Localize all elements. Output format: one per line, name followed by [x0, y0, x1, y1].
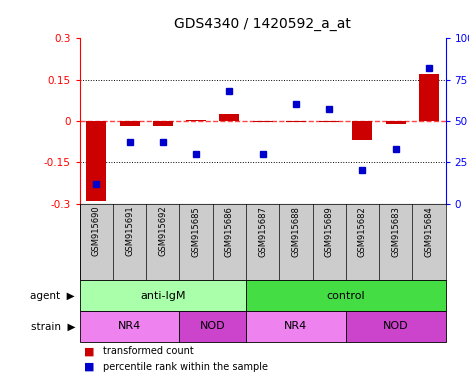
Text: GSM915688: GSM915688 [291, 206, 301, 257]
Bar [352, 121, 372, 140]
Text: GSM915685: GSM915685 [192, 206, 201, 257]
Text: GSM915684: GSM915684 [424, 206, 433, 257]
Text: transformed count: transformed count [103, 346, 194, 356]
Text: GSM915691: GSM915691 [125, 206, 134, 257]
Text: NR4: NR4 [118, 321, 141, 331]
Bar [153, 121, 173, 126]
Bar [253, 121, 272, 122]
Text: GDS4340 / 1420592_a_at: GDS4340 / 1420592_a_at [174, 17, 351, 31]
Text: control: control [326, 291, 365, 301]
Bar [180, 311, 246, 342]
Text: GSM915682: GSM915682 [358, 206, 367, 257]
Text: GSM915683: GSM915683 [391, 206, 400, 257]
Bar [86, 121, 106, 201]
Bar [319, 121, 339, 122]
Text: percentile rank within the sample: percentile rank within the sample [103, 362, 268, 372]
Bar [80, 280, 246, 311]
Text: NOD: NOD [200, 321, 226, 331]
Text: ■: ■ [84, 346, 95, 356]
Bar [80, 311, 180, 342]
Bar [419, 74, 439, 121]
Text: GSM915686: GSM915686 [225, 206, 234, 257]
Bar [120, 121, 140, 126]
Bar [346, 311, 446, 342]
Bar [246, 311, 346, 342]
Text: strain  ▶: strain ▶ [30, 321, 75, 331]
Bar [219, 114, 239, 121]
Text: NOD: NOD [383, 321, 408, 331]
Text: GSM915690: GSM915690 [92, 206, 101, 257]
Text: GSM915687: GSM915687 [258, 206, 267, 257]
Text: GSM915692: GSM915692 [159, 206, 167, 257]
Text: NR4: NR4 [284, 321, 308, 331]
Text: ■: ■ [84, 362, 95, 372]
Bar [386, 121, 406, 124]
Text: agent  ▶: agent ▶ [30, 291, 75, 301]
Bar [246, 280, 446, 311]
Bar [186, 119, 206, 121]
Text: GSM915689: GSM915689 [325, 206, 333, 257]
Bar [286, 121, 306, 122]
Text: anti-IgM: anti-IgM [140, 291, 186, 301]
